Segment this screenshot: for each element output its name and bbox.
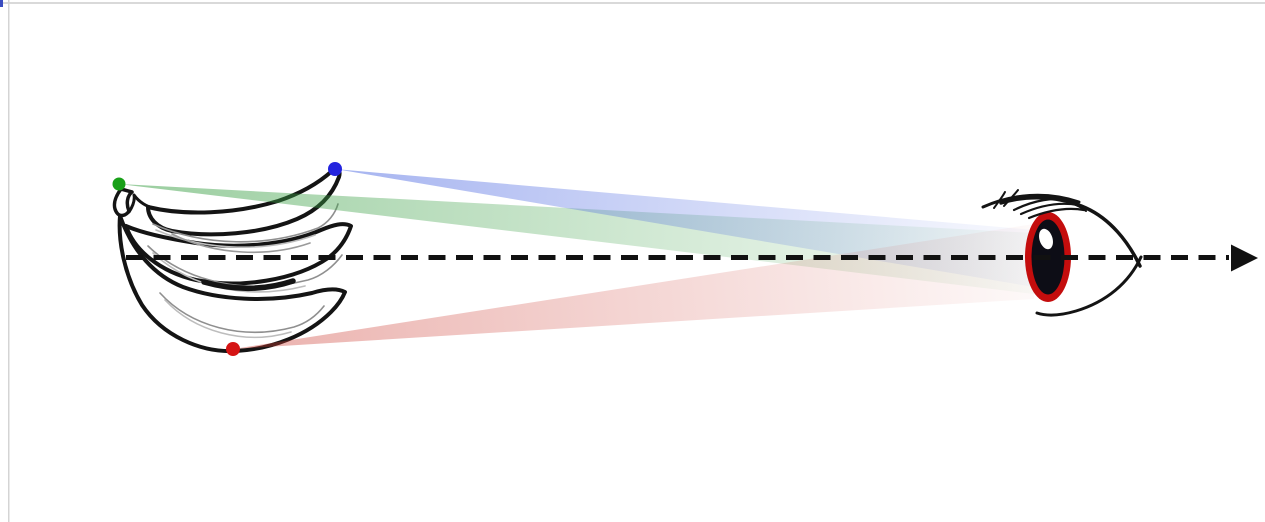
- green-point-dot: [112, 177, 126, 191]
- blue-point-dot: [328, 162, 342, 176]
- eye-highlight: [1039, 228, 1053, 250]
- banana-bottom-outline: [117, 214, 347, 354]
- banana-stem: [112, 187, 134, 218]
- banana-ridge: [155, 229, 316, 248]
- banana-shadow-stroke: [201, 278, 296, 291]
- optical-axis-arrowhead: [1231, 244, 1258, 272]
- eyelash: [1027, 207, 1086, 220]
- banana-ridge: [159, 292, 325, 333]
- banana-ridge: [164, 299, 292, 339]
- eyelash: [993, 191, 1006, 209]
- banana-ridge: [171, 233, 311, 254]
- eyelash: [1012, 197, 1073, 212]
- text-cursor-artifact: [0, 0, 3, 7]
- eye-lower-lid: [1035, 255, 1143, 317]
- optical-axis: [126, 244, 1258, 272]
- light-beams: [119, 169, 1034, 349]
- sample-points: [112, 162, 342, 356]
- red-point-dot: [226, 342, 240, 356]
- banana-bunch: [112, 166, 353, 354]
- page-top-border: [0, 2, 1265, 4]
- red-beam: [233, 224, 1034, 349]
- eye-upper-lid: [999, 195, 1142, 268]
- banana-stem-notch: [127, 193, 156, 214]
- eyelash: [1003, 189, 1019, 207]
- page-left-border: [8, 0, 10, 522]
- banana-ridge: [152, 203, 339, 243]
- eyelash: [1049, 197, 1087, 212]
